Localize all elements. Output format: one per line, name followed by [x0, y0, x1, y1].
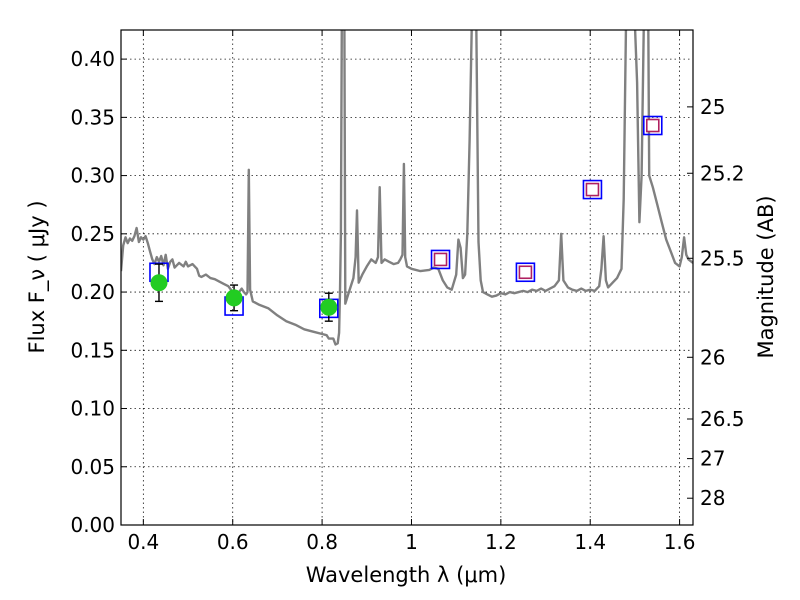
y-tick-label: 0.05: [70, 455, 115, 479]
grid: [121, 30, 693, 526]
upper-limit-point: [585, 182, 600, 197]
upper-limit-point: [518, 265, 533, 280]
y-axis-left: 0.00 0.05 0.10 0.15 0.20 0.25 0.30 0.35 0.40: [70, 47, 127, 537]
x-tick-label: 1.2: [485, 530, 517, 554]
right-tick-label: 25.2: [700, 161, 745, 185]
x-tick-label: 0.4: [127, 530, 159, 554]
model-square-point: [642, 115, 663, 136]
y-tick-label: 0.00: [70, 513, 115, 537]
y-axis-right: 25 25.2 25.5 26 26.5 27 28: [687, 95, 745, 510]
x-tick-label: 0.8: [306, 530, 338, 554]
plot-frame: [120, 29, 694, 526]
y-tick-label: 0.10: [70, 397, 115, 421]
x-axis: 0.4 0.6 0.8 1 1.2 1.4 1.6: [127, 30, 696, 554]
model-square-point: [515, 262, 536, 283]
x-tick-label: 1.6: [664, 530, 696, 554]
spectrum-line: [121, 30, 693, 346]
y-tick-label: 0.30: [70, 164, 115, 188]
y-tick-label: 0.20: [70, 280, 115, 304]
x-tick-label: 1: [405, 530, 418, 554]
model-square-point: [582, 179, 603, 200]
model-square-point: [430, 249, 451, 270]
right-tick-label: 27: [700, 447, 725, 471]
upper-limit-point: [645, 118, 660, 133]
y-tick-label: 0.25: [70, 222, 115, 246]
plot-series: [121, 30, 693, 346]
observed-point: [225, 289, 243, 307]
right-tick-label: 26.5: [700, 407, 745, 431]
y-tick-label: 0.15: [70, 338, 115, 362]
x-axis-title: Wavelength λ (μm): [306, 563, 507, 587]
x-tick-label: 0.6: [217, 530, 249, 554]
observed-point: [320, 298, 338, 316]
y-tick-label: 0.35: [70, 105, 115, 129]
x-tick-label: 1.4: [574, 530, 606, 554]
upper-limit-point: [433, 252, 448, 267]
y-axis-title: Flux F_ν ( μJy ): [25, 200, 50, 353]
right-tick-label: 25.5: [700, 246, 745, 270]
observed-point: [150, 274, 168, 292]
right-tick-label: 25: [700, 95, 725, 119]
right-tick-label: 26: [700, 345, 725, 369]
right-tick-label: 28: [700, 486, 725, 510]
y-tick-label: 0.40: [70, 47, 115, 71]
y-axis-right-title: Magnitude (AB): [754, 195, 778, 358]
